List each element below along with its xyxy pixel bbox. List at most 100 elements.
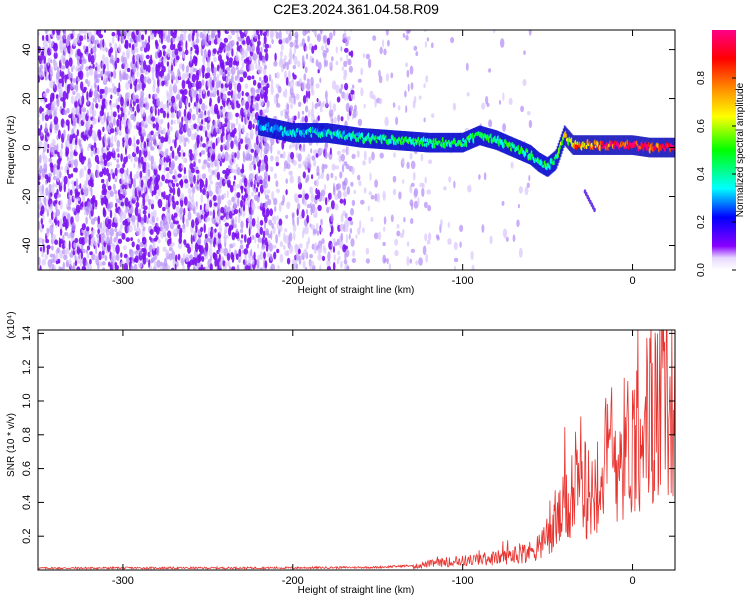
spectrogram-noise-cell bbox=[301, 110, 305, 115]
spectrogram-noise-cell bbox=[268, 219, 273, 226]
spectrogram-noise-cell bbox=[315, 59, 319, 67]
spectrogram-signal-band bbox=[471, 128, 473, 149]
spectrogram-noise-cell bbox=[241, 115, 244, 123]
spectrogram-noise-cell bbox=[282, 245, 286, 250]
spectrogram-noise-cell bbox=[62, 30, 67, 40]
spectrogram-noise-cell bbox=[87, 146, 90, 151]
spectrogram-noise-cell bbox=[45, 34, 49, 41]
spectrogram-noise-cell bbox=[227, 206, 231, 213]
spectrogram-noise-cell bbox=[259, 251, 264, 260]
spectrogram-noise-cell bbox=[38, 154, 42, 164]
spectrogram-noise-cell bbox=[138, 260, 143, 269]
spectrogram-noise-cell bbox=[52, 92, 55, 100]
spectrogram-noise-cell bbox=[183, 167, 187, 175]
spectrogram-noise-cell bbox=[192, 30, 196, 37]
spectrogram-noise-cell bbox=[208, 247, 213, 257]
spectrogram-noise-cell bbox=[251, 234, 255, 240]
spectrogram-noise-cell bbox=[415, 260, 419, 266]
spectrogram-noise-cell bbox=[409, 65, 414, 75]
spectrogram-noise-cell bbox=[352, 249, 356, 257]
spectrogram-noise-cell bbox=[329, 100, 332, 110]
spectrogram-noise-cell bbox=[137, 78, 141, 83]
spectrogram-noise-cell bbox=[234, 75, 238, 81]
spectrogram-noise-cell bbox=[132, 188, 135, 199]
spectrogram-noise-cell bbox=[72, 250, 76, 256]
spectrogram-noise-cell bbox=[55, 199, 58, 204]
spectrogram-noise-cell bbox=[81, 229, 85, 234]
spectrogram-noise-cell bbox=[285, 76, 289, 86]
spectrogram-noise-cell bbox=[347, 146, 350, 156]
spectrogram-noise-cell bbox=[152, 134, 156, 143]
spectrogram-noise-cell bbox=[85, 216, 88, 225]
spectrogram-noise-cell bbox=[296, 216, 300, 227]
spectrogram-noise-cell bbox=[138, 126, 142, 133]
spectrogram-noise-cell bbox=[143, 141, 147, 149]
spectrogram-noise-cell bbox=[103, 133, 107, 144]
spectrogram-noise-cell bbox=[235, 100, 239, 105]
spectrogram-noise-cell bbox=[402, 229, 405, 235]
spectrogram-noise-cell bbox=[147, 163, 150, 168]
spectrogram-noise-cell bbox=[217, 30, 221, 39]
spectrogram-noise-cell bbox=[392, 102, 396, 108]
spectrogram-noise-cell bbox=[184, 137, 189, 143]
spectrogram-noise-cell bbox=[130, 155, 133, 163]
spectrogram-signal-band bbox=[475, 127, 477, 147]
spectrogram-noise-cell bbox=[150, 199, 155, 204]
spectrogram-noise-cell bbox=[90, 54, 95, 65]
spectrogram-noise-cell bbox=[407, 30, 412, 34]
spectrogram-noise-cell bbox=[330, 243, 333, 248]
spectrogram-noise-cell bbox=[492, 30, 496, 34]
spectrogram-noise-cell bbox=[345, 164, 350, 170]
snr-y-label: SNR (10 * v/v) bbox=[6, 413, 17, 477]
spectrogram-noise-cell bbox=[225, 140, 230, 151]
spectrogram-noise-cell bbox=[317, 254, 323, 261]
spectrogram-noise-cell bbox=[81, 223, 86, 231]
spectrogram-signal-band bbox=[343, 125, 346, 146]
spectrogram-noise-cell bbox=[116, 104, 120, 110]
spectrogram-noise-cell bbox=[142, 161, 147, 171]
spectrogram-noise-cell bbox=[353, 189, 357, 195]
spectrogram-noise-cell bbox=[201, 79, 205, 86]
spectrogram-noise-cell bbox=[309, 266, 313, 270]
spectrogram-noise-cell bbox=[140, 108, 143, 115]
spectrogram-noise-cell bbox=[209, 263, 213, 270]
spectrogram-noise-cell bbox=[319, 227, 324, 232]
x-tick-label: -200 bbox=[282, 275, 304, 287]
spectrogram-noise-cell bbox=[406, 241, 410, 247]
spectrogram-noise-cell bbox=[351, 166, 355, 175]
spectrogram-noise-cell bbox=[264, 260, 268, 269]
spectrogram-noise-cell bbox=[104, 235, 107, 243]
spectrogram-noise-cell bbox=[340, 83, 344, 90]
spectrogram-noise-cell bbox=[144, 30, 147, 35]
spectrogram-noise-cell bbox=[85, 66, 90, 72]
spectrogram-noise-cell bbox=[222, 217, 227, 223]
snr-plot-area bbox=[38, 330, 675, 570]
spectrogram-noise-cell bbox=[336, 96, 341, 103]
spectrogram-noise-cell bbox=[259, 226, 263, 235]
spectrogram-noise-cell bbox=[340, 46, 343, 52]
spectrogram-noise-cell bbox=[262, 42, 265, 48]
spectrogram-noise-cell bbox=[109, 209, 113, 219]
spectrogram-noise-cell bbox=[132, 91, 135, 100]
spectrogram-noise-cell bbox=[185, 218, 189, 224]
spectrogram-signal-band bbox=[626, 135, 628, 155]
spectrogram-noise-cell bbox=[72, 78, 77, 83]
spectrogram-noise-cell bbox=[57, 258, 61, 264]
spectrogram-noise-cell bbox=[74, 167, 78, 173]
spectrogram-noise-cell bbox=[103, 148, 108, 153]
spectrogram-noise-cell bbox=[290, 151, 295, 160]
spectrogram-noise-cell bbox=[136, 186, 140, 192]
spectrogram-noise-cell bbox=[201, 103, 206, 111]
spectrogram-noise-cell bbox=[88, 124, 90, 131]
spectrogram-noise-cell bbox=[38, 140, 43, 150]
spectrogram-noise-cell bbox=[310, 76, 314, 86]
spectrogram-noise-cell bbox=[197, 116, 200, 124]
spectrogram-noise-cell bbox=[337, 190, 342, 199]
spectrogram-noise-cell bbox=[418, 257, 423, 266]
spectrogram-noise-cell bbox=[39, 165, 43, 174]
spectrogram-noise-cell bbox=[177, 242, 183, 249]
spectrogram-noise-cell bbox=[114, 42, 118, 52]
spectrogram-noise-cell bbox=[137, 238, 140, 243]
spectrogram-noise-cell bbox=[240, 66, 244, 73]
spectrogram-noise-cell bbox=[341, 66, 344, 71]
